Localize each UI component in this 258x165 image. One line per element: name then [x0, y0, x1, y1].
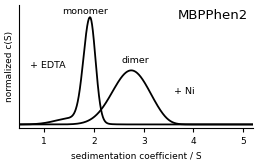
Text: + EDTA: + EDTA [30, 61, 66, 70]
Text: monomer: monomer [62, 7, 108, 16]
Y-axis label: normalized c(S): normalized c(S) [5, 31, 14, 102]
Text: + Ni: + Ni [174, 87, 194, 96]
Text: dimer: dimer [121, 56, 149, 65]
X-axis label: sedimentation coefficient / S: sedimentation coefficient / S [71, 151, 201, 160]
Text: MBPPhen2: MBPPhen2 [178, 9, 248, 22]
